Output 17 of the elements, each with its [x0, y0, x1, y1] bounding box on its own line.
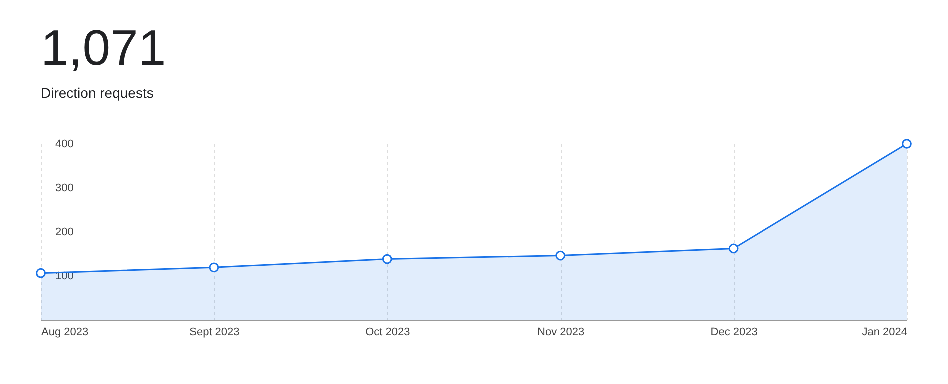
y-tick-label: 400: [56, 138, 74, 150]
x-tick-label: Nov 2023: [538, 326, 585, 338]
x-tick-label: Sept 2023: [190, 326, 240, 338]
y-tick-label: 200: [56, 226, 74, 238]
x-tick-label: Aug 2023: [42, 326, 89, 338]
chart-subtitle: Direction requests: [41, 84, 154, 101]
chart-title: 1,071: [41, 20, 166, 76]
point: [382, 254, 392, 264]
point: [902, 139, 912, 149]
point: [728, 244, 739, 254]
point: [36, 268, 46, 278]
point: [556, 250, 566, 261]
x-tick-label: Dec 2023: [710, 326, 758, 338]
x-tick-label: Jan 2024: [862, 326, 908, 338]
x-tick-label: Oct 2023: [366, 326, 410, 338]
point: [209, 262, 220, 273]
y-tick-label: 300: [56, 182, 74, 194]
